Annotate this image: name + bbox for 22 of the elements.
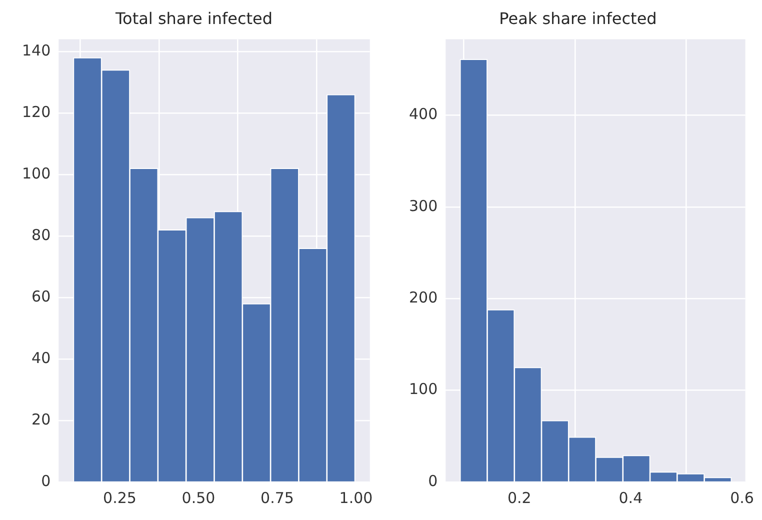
y-tick-label: 200	[408, 288, 438, 307]
y-tick-label: 140	[22, 41, 51, 60]
x-tick-label: 1.00	[339, 488, 373, 507]
y-tick-label: 120	[22, 102, 51, 121]
y-tick-label: 0	[41, 472, 51, 490]
x-tick-label: 0.25	[103, 488, 136, 507]
y-tick-label: 100	[408, 380, 438, 398]
y-tick-label: 100	[22, 164, 51, 182]
chart-title: Total share infected	[114, 8, 273, 28]
x-tick-label: 0.2	[507, 488, 532, 507]
y-tick-label: 20	[32, 410, 51, 428]
y-tick-label: 40	[32, 348, 51, 367]
y-tick-label: 60	[32, 287, 51, 306]
y-tick-label: 300	[408, 196, 438, 215]
y-tick-label: 0	[428, 472, 438, 490]
x-tick-label: 0.50	[182, 488, 216, 507]
y-tick-label: 400	[408, 105, 438, 124]
x-tick-label: 0.6	[730, 488, 754, 507]
x-tick-label: 0.75	[260, 488, 294, 507]
chart-title: Peak share infected	[499, 8, 657, 28]
y-tick-label: 80	[32, 226, 51, 244]
x-tick-label: 0.4	[618, 488, 643, 507]
